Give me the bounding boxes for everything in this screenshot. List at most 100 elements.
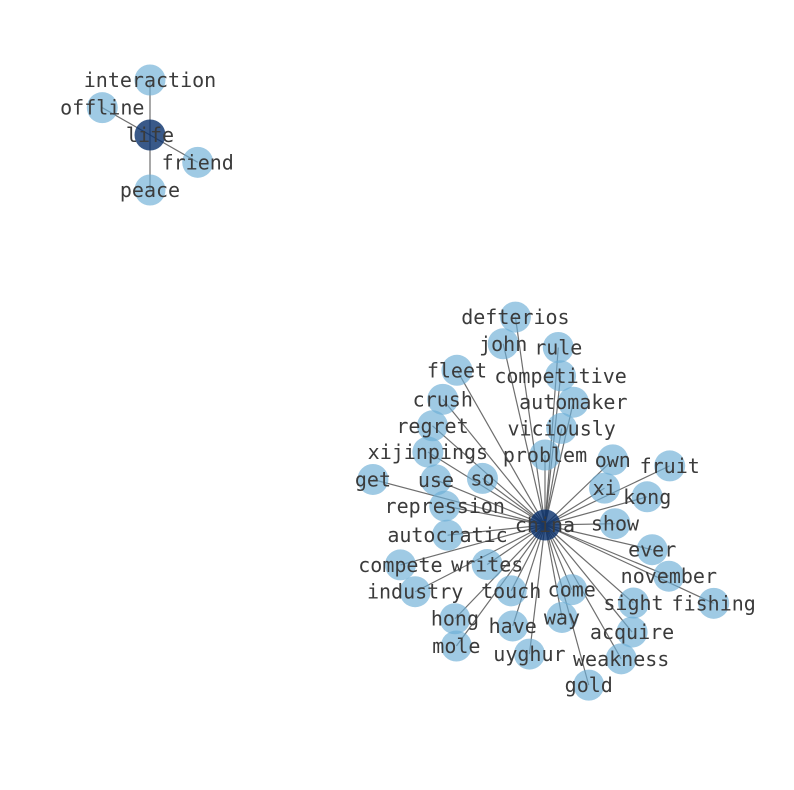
node-mole[interactable]: [440, 630, 472, 662]
node-label-friend: friend: [162, 150, 234, 174]
node-hong[interactable]: [439, 603, 471, 635]
edge-china-ever: [544, 524, 653, 551]
node-offline[interactable]: [86, 92, 118, 124]
node-label-autocratic: autocratic: [387, 523, 507, 547]
node-label-fruit: fruit: [640, 454, 700, 478]
node-kong[interactable]: [631, 481, 663, 513]
node-label-sight: sight: [603, 591, 663, 615]
node-own[interactable]: [597, 444, 629, 476]
node-china[interactable]: [529, 509, 561, 541]
node-label-regret: regret: [396, 414, 468, 438]
node-xijinpings[interactable]: [412, 436, 444, 468]
node-label-china: china: [515, 513, 575, 537]
node-label-fishing: fishing: [672, 591, 756, 615]
node-weakness[interactable]: [605, 643, 637, 675]
node-label-problem: problem: [503, 443, 587, 467]
edge-china-have: [512, 524, 546, 627]
node-viciously[interactable]: [546, 412, 578, 444]
node-uyghur[interactable]: [513, 638, 545, 670]
edge-china-fleet: [456, 370, 546, 526]
node-label-life: life: [126, 123, 174, 147]
node-label-fleet: fleet: [427, 358, 487, 382]
node-sight[interactable]: [618, 587, 650, 619]
node-defterios[interactable]: [499, 301, 531, 333]
node-label-xijinpings: xijinpings: [368, 440, 488, 464]
node-autocratic[interactable]: [432, 519, 464, 551]
node-label-peace: peace: [120, 178, 180, 202]
node-label-offline: offline: [60, 96, 144, 120]
node-repression[interactable]: [429, 490, 461, 522]
node-label-john: john: [479, 332, 527, 356]
node-label-rule: rule: [534, 335, 582, 359]
node-get[interactable]: [357, 463, 389, 495]
node-label-kong: kong: [623, 485, 671, 509]
edge-china-defterios: [514, 317, 546, 526]
edge-china-crush: [442, 398, 546, 526]
node-november[interactable]: [653, 560, 685, 592]
node-so[interactable]: [466, 462, 498, 494]
node-industry[interactable]: [399, 576, 431, 608]
node-label-come: come: [548, 578, 596, 602]
edge-china-acquire: [544, 524, 633, 633]
node-label-hong: hong: [431, 607, 479, 631]
node-label-mole: mole: [432, 634, 480, 658]
node-label-defterios: defterios: [461, 305, 569, 329]
node-peace[interactable]: [134, 174, 166, 206]
labels: interaction friend peace offline life problem…: [60, 68, 756, 697]
node-john[interactable]: [487, 328, 519, 360]
node-ever[interactable]: [636, 534, 668, 566]
edge-china-november: [544, 524, 670, 577]
node-label-show: show: [591, 512, 640, 536]
node-life[interactable]: [134, 119, 166, 151]
edge-china-fishing: [544, 524, 714, 604]
node-interaction[interactable]: [134, 64, 166, 96]
node-label-way: way: [544, 605, 580, 629]
node-label-touch: touch: [481, 579, 541, 603]
edge-china-john: [502, 343, 546, 526]
node-fleet[interactable]: [441, 354, 473, 386]
nodes: [86, 64, 730, 701]
node-fishing[interactable]: [698, 587, 730, 619]
node-label-compete: compete: [358, 553, 442, 577]
node-xi[interactable]: [589, 472, 621, 504]
node-label-gold: gold: [565, 673, 613, 697]
node-compete[interactable]: [384, 549, 416, 581]
node-use[interactable]: [420, 464, 452, 496]
edge-china-compete: [400, 524, 546, 566]
node-show[interactable]: [599, 508, 631, 540]
node-acquire[interactable]: [616, 616, 648, 648]
node-label-uyghur: uyghur: [493, 642, 565, 666]
node-label-industry: industry: [367, 580, 463, 604]
node-label-acquire: acquire: [590, 620, 674, 644]
node-label-ever: ever: [628, 538, 676, 562]
node-label-november: november: [621, 564, 717, 588]
node-friend[interactable]: [182, 146, 214, 178]
node-regret[interactable]: [416, 410, 448, 442]
edge-china-use: [435, 479, 546, 526]
node-problem[interactable]: [529, 439, 561, 471]
node-gold[interactable]: [573, 669, 605, 701]
node-label-have: have: [489, 614, 537, 638]
edge-china-way: [544, 524, 563, 618]
node-label-xi: xi: [592, 476, 616, 500]
node-touch[interactable]: [495, 575, 527, 607]
edge-china-own: [544, 459, 614, 526]
node-way[interactable]: [546, 601, 578, 633]
edge-china-autocratic: [447, 524, 546, 536]
node-rule[interactable]: [542, 331, 574, 363]
node-crush[interactable]: [427, 383, 459, 415]
node-label-automaker: automaker: [519, 390, 627, 414]
node-competitive[interactable]: [545, 360, 577, 392]
node-writes[interactable]: [471, 549, 503, 581]
edge-china-kong: [544, 496, 648, 526]
node-automaker[interactable]: [557, 386, 589, 418]
node-fruit[interactable]: [654, 450, 686, 482]
node-label-use: use: [418, 468, 454, 492]
node-have[interactable]: [497, 610, 529, 642]
edge-china-uyghur: [528, 524, 546, 655]
node-label-repression: repression: [385, 494, 505, 518]
node-label-interaction: interaction: [84, 68, 216, 92]
node-come[interactable]: [556, 574, 588, 606]
